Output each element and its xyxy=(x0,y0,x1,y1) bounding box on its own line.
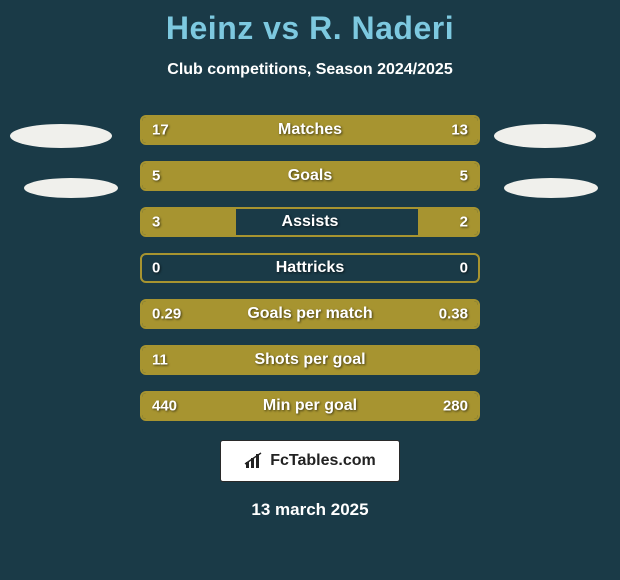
stat-row: 11Shots per goal xyxy=(140,345,480,375)
stat-label: Assists xyxy=(142,213,478,231)
stat-row: 0.290.38Goals per match xyxy=(140,299,480,329)
stat-row: 32Assists xyxy=(140,207,480,237)
page-title: Heinz vs R. Naderi xyxy=(0,0,620,47)
logo-placeholder xyxy=(10,124,112,148)
stat-label: Goals xyxy=(142,167,478,185)
stat-row: 1713Matches xyxy=(140,115,480,145)
stat-row: 00Hattricks xyxy=(140,253,480,283)
stat-label: Hattricks xyxy=(142,259,478,277)
stat-row: 55Goals xyxy=(140,161,480,191)
logo-placeholder xyxy=(24,178,118,198)
stat-label: Shots per goal xyxy=(142,351,478,369)
site-logo[interactable]: FcTables.com xyxy=(220,440,400,482)
date-label: 13 march 2025 xyxy=(0,500,620,520)
stat-row: 440280Min per goal xyxy=(140,391,480,421)
comparison-panel: Heinz vs R. Naderi Club competitions, Se… xyxy=(0,0,620,580)
logo-placeholder xyxy=(494,124,596,148)
stat-label: Matches xyxy=(142,121,478,139)
site-logo-text: FcTables.com xyxy=(270,452,376,470)
page-subtitle: Club competitions, Season 2024/2025 xyxy=(0,61,620,79)
stat-label: Goals per match xyxy=(142,305,478,323)
stats-list: 1713Matches 55Goals 32Assists 00Hattricks 0.… xyxy=(0,115,620,421)
bar-chart-icon xyxy=(244,452,266,470)
logo-placeholder xyxy=(504,178,598,198)
stat-label: Min per goal xyxy=(142,397,478,415)
